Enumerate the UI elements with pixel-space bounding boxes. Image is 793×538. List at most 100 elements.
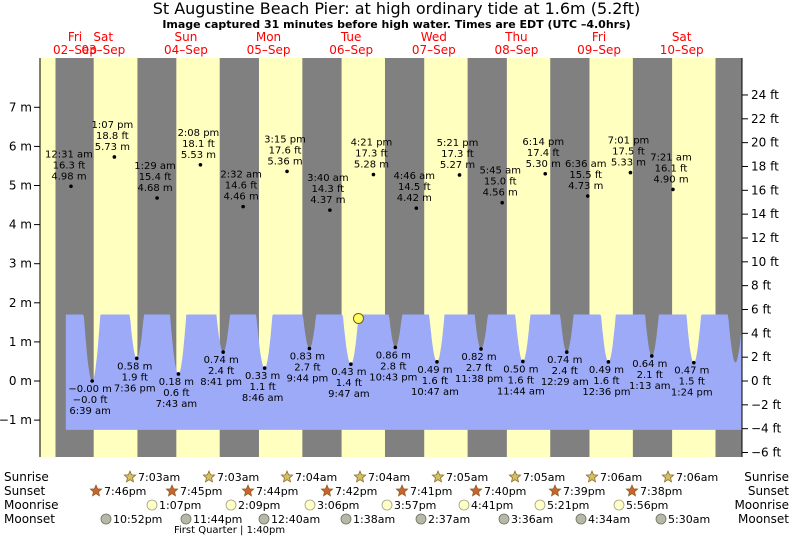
sunrise-icon (661, 470, 675, 483)
sunrise-time: 7:03am (217, 471, 259, 484)
low-tide-metres: 0.74 m (204, 355, 239, 366)
day-date-label: 10–Sep (660, 43, 704, 57)
right-tick-label: 24 ft (751, 88, 779, 102)
row-label-right-sunrise: Sunrise (744, 470, 789, 484)
sunrise-time: 7:04am (368, 471, 410, 484)
right-tick-label: 0 ft (751, 374, 771, 388)
day-date-label: 06–Sep (329, 43, 373, 57)
day-name-label: Sat (93, 30, 113, 44)
high-tide-time: 2:32 am (220, 170, 262, 181)
low-tide-point (435, 360, 439, 364)
current-tide-marker (352, 312, 364, 324)
low-tide-metres: 0.64 m (632, 359, 667, 370)
high-tide-feet: 15.5 ft (569, 170, 602, 181)
low-tide-point (564, 350, 569, 354)
low-tide-time: 9:44 pm (287, 374, 329, 385)
left-tick-label: 3 m (9, 257, 32, 271)
chart-title: St Augustine Beach Pier: at high ordinar… (152, 0, 641, 18)
low-tide-time: 11:38 pm (455, 374, 503, 385)
right-tick-label: −6 ft (751, 446, 782, 460)
high-tide-feet: 15.0 ft (484, 177, 517, 188)
low-tide-time: 8:41 pm (200, 377, 242, 388)
low-tide-feet: 2.8 ft (380, 361, 406, 372)
low-tide-point (262, 366, 267, 370)
moonrise-time: 3:06pm (317, 499, 359, 512)
sunset-icon (89, 484, 103, 497)
moonset-icon (498, 513, 510, 525)
low-tide-metres: 0.18 m (159, 377, 194, 388)
day-name-label: Fri (592, 30, 606, 44)
high-tide-time: 6:36 am (565, 159, 607, 170)
high-tide-point (241, 204, 245, 209)
high-tide-point (112, 155, 117, 159)
day-date-label: 05–Sep (247, 43, 291, 57)
low-tide-metres: 0.33 m (245, 371, 280, 382)
row-label-right-moonrise: Moonrise (734, 498, 789, 512)
right-tick-label: 20 ft (751, 136, 779, 150)
right-tick-label: 14 ft (751, 207, 779, 221)
low-tide-metres: −0.00 m (68, 384, 112, 395)
row-label-right-moonset: Moonset (738, 512, 789, 526)
sunset-icon (320, 484, 334, 497)
moonset-icon (258, 513, 270, 525)
moonset-time: 12:40am (271, 513, 320, 526)
low-tide-point (606, 360, 611, 364)
left-tick-label: 6 m (9, 139, 32, 153)
moonset-icon (415, 513, 427, 525)
high-tide-time: 3:40 am (307, 173, 349, 184)
sunset-icon (548, 484, 562, 497)
low-tide-feet: 1.9 ft (122, 372, 148, 383)
high-tide-time: 2:08 pm (178, 128, 220, 139)
high-tide-feet: 17.3 ft (441, 149, 474, 160)
high-tide-feet: 14.3 ft (312, 184, 345, 195)
sunrise-icon (202, 470, 216, 483)
high-tide-feet: 14.6 ft (225, 181, 258, 192)
moonrise-time: 4:41pm (471, 499, 513, 512)
moonset-time: 3:36am (511, 513, 553, 526)
low-tide-feet: 2.7 ft (294, 363, 320, 374)
high-tide-time: 12:31 am (45, 149, 93, 160)
high-tide-metres: 4.90 m (653, 174, 688, 185)
sunrise-time: 7:05am (446, 471, 488, 484)
low-tide-time: 9:47 am (328, 389, 370, 400)
sunrise-time: 7:05am (523, 471, 565, 484)
low-tide-feet: 2.1 ft (637, 370, 663, 381)
low-tide-time: 12:36 pm (582, 387, 630, 398)
high-tide-point (628, 170, 633, 175)
high-tide-feet: 17.5 ft (612, 147, 645, 158)
high-tide-time: 7:21 am (650, 152, 692, 163)
right-tick-label: 16 ft (751, 183, 779, 197)
sunset-time: 7:44pm (256, 485, 298, 498)
low-tide-point (649, 354, 654, 358)
moonrise-time: 5:21pm (547, 499, 589, 512)
tide-area (65, 314, 743, 430)
high-tide-time: 3:15 pm (264, 134, 306, 145)
sunrise-icon (280, 470, 294, 483)
high-tide-point (371, 172, 376, 177)
high-tide-metres: 4.46 m (224, 192, 259, 203)
high-tide-metres: 4.98 m (51, 171, 86, 182)
right-tick-label: 12 ft (751, 231, 779, 245)
high-tide-metres: 5.33 m (611, 158, 646, 169)
sunset-icon (625, 484, 639, 497)
low-tide-metres: 0.47 m (674, 366, 709, 377)
sunrise-icon (353, 470, 367, 483)
low-tide-point (479, 347, 483, 351)
low-tide-time: 11:44 am (497, 386, 545, 397)
day-name-label: Thu (504, 30, 528, 44)
moonrise-icon (613, 499, 625, 511)
left-tick-label: 0 m (9, 374, 32, 388)
moon-phase-note: First Quarter | 1:40pm (174, 525, 285, 536)
right-tick-label: 8 ft (751, 279, 771, 293)
sunrise-icon (431, 470, 445, 483)
low-tide-metres: 0.82 m (461, 352, 496, 363)
sunrise-time: 7:06am (676, 471, 718, 484)
high-tide-time: 4:46 am (394, 171, 436, 182)
sunset-icon (165, 484, 179, 497)
sunset-time: 7:42pm (335, 485, 377, 498)
sunset-icon (469, 484, 483, 497)
low-tide-point (307, 346, 312, 351)
row-label-sunset: Sunset (4, 484, 45, 498)
day-name-label: Sat (672, 30, 692, 44)
high-tide-feet: 14.5 ft (398, 182, 431, 193)
